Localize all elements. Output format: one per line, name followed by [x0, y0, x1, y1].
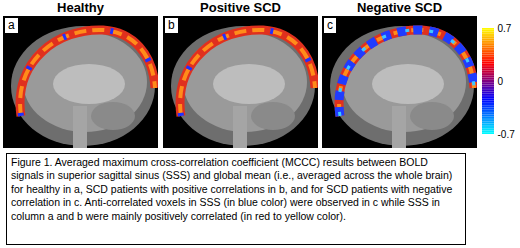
html-text:Positive SCD: Positive SCD [200, 0, 281, 15]
html-text:Healthy: Healthy [57, 0, 104, 15]
svg-text:-0.7: -0.7 [498, 129, 516, 140]
html-text:a: a [8, 18, 15, 32]
svg-text:0.7: 0.7 [498, 23, 512, 34]
svg-text:0: 0 [498, 76, 504, 87]
html-text:Negative SCD: Negative SCD [356, 0, 443, 15]
html-text:c: c [327, 18, 333, 32]
html-text:b: b [168, 18, 175, 32]
html-text:Figure 1. Averaged maximum cro: Figure 1. Averaged maximum cross-correla… [11, 156, 453, 222]
